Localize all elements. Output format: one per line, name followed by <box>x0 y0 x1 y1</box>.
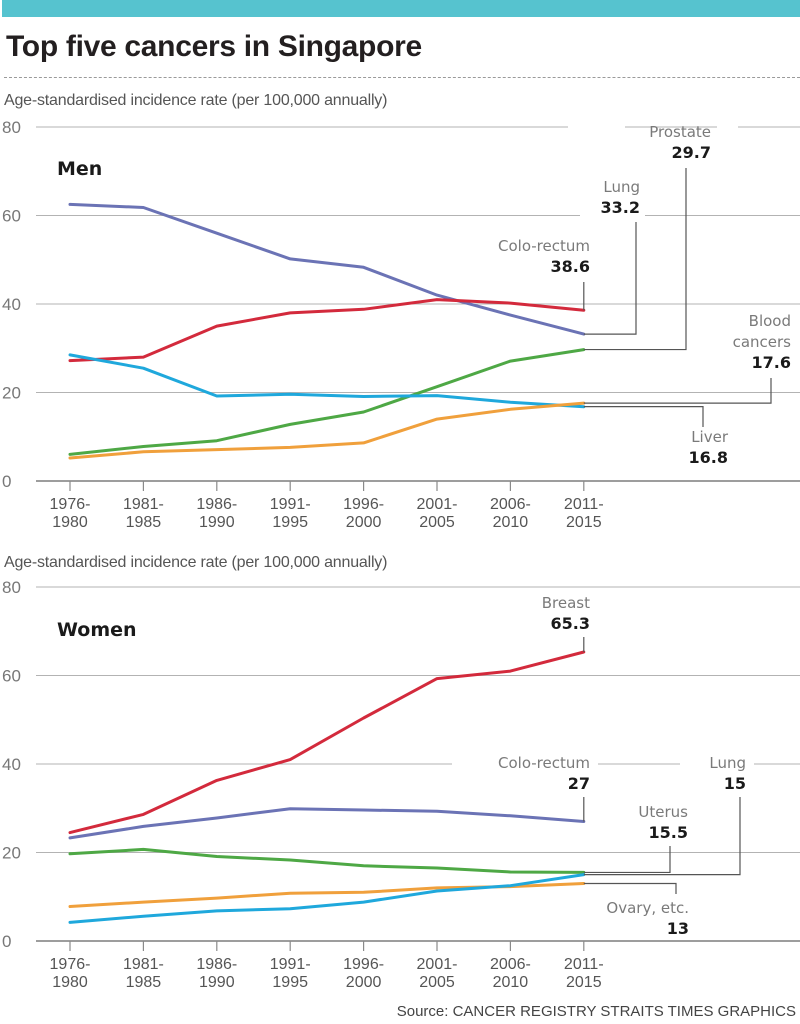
source-credit: Source: CANCER REGISTRY STRAITS TIMES GR… <box>396 1003 796 1020</box>
men-x-tick-label: 1981-1985 <box>123 496 164 531</box>
women-y-tick-label: 40 <box>2 755 21 774</box>
men-x-tick-label: 1986-1990 <box>196 496 237 531</box>
men-y-tick-label: 0 <box>2 472 11 491</box>
women-x-tick-label: 2006-2010 <box>490 956 531 991</box>
men-x-tick-label: 1996-2000 <box>343 496 384 531</box>
women-x-tick-label: 1986-1990 <box>196 956 237 991</box>
men-leader-line <box>583 406 704 427</box>
men-x-tick-label: 1991-1995 <box>270 496 311 531</box>
women-annotation-name: Breast <box>542 594 590 612</box>
men-annotation-name: Prostate <box>649 123 711 141</box>
women-series-breast <box>68 650 586 835</box>
women-x-tick-label: 1981-1985 <box>123 956 164 991</box>
women-x-tick-label: 2001-2005 <box>417 956 458 991</box>
women-leader-line <box>583 797 741 876</box>
men-x-tick-label: 2001-2005 <box>417 496 458 531</box>
women-series-colo-rectum <box>68 807 586 840</box>
men-series-blood-cancers <box>68 401 586 460</box>
men-x-tick-label: 1976-1980 <box>50 496 91 531</box>
women-chart: 0 20 40 60 80 1976-1980 1981-1985 1986-1990 1991… <box>2 578 800 991</box>
men-annotation-name: Liver <box>691 428 729 446</box>
men-series-prostate <box>68 348 586 456</box>
men-chart: 0 20 40 60 80 1976-1980 1981-1985 1986-1990 1991… <box>2 118 800 531</box>
women-leader-line <box>583 846 671 874</box>
women-y-tick-label: 0 <box>2 932 11 951</box>
women-annotation-name: Uterus <box>638 803 688 821</box>
men-y-tick-label: 20 <box>2 384 21 403</box>
women-y-tick-label: 80 <box>2 578 21 597</box>
women-series-uterus <box>68 847 586 874</box>
women-y-tick-label: 20 <box>2 844 21 863</box>
women-annotation-value: 65.3 <box>551 614 590 633</box>
men-series-lung <box>68 202 586 336</box>
men-series-colo-rectum <box>68 298 586 363</box>
men-x-tick-label: 2011-2015 <box>564 496 604 531</box>
women-annotation-value: 15.5 <box>649 823 688 842</box>
men-y-tick-label: 40 <box>2 295 21 314</box>
men-y-axis-label: Age-standardised incidence rate (per 100… <box>4 92 388 109</box>
women-y-axis-label: Age-standardised incidence rate (per 100… <box>4 554 388 571</box>
women-panel-label: Women <box>57 619 137 641</box>
women-annotation-name: Colo-rectum <box>498 754 590 772</box>
title-divider <box>4 77 800 78</box>
women-leader-line <box>583 882 677 894</box>
men-annotation-value: 16.8 <box>689 448 728 467</box>
men-leader-line <box>583 168 687 351</box>
women-y-tick-label: 60 <box>2 667 21 686</box>
women-annotation-name: Lung <box>709 754 746 772</box>
women-x-tick-label: 1996-2000 <box>343 956 384 991</box>
men-series-liver <box>68 353 586 409</box>
men-panel-label: Men <box>57 158 103 180</box>
men-annotation-name: Colo-rectum <box>498 237 590 255</box>
women-annotation-value: 27 <box>568 774 590 793</box>
men-annotation-name: Blood cancers <box>733 312 792 351</box>
women-annotation-name: Ovary, etc. <box>606 899 689 917</box>
women-annotation-value: 13 <box>667 919 689 938</box>
women-annotation-value: 15 <box>724 774 746 793</box>
men-y-tick-label: 80 <box>2 118 21 137</box>
men-x-tick-label: 2006-2010 <box>490 496 531 531</box>
men-leader-line <box>583 378 772 404</box>
men-annotation-name: Lung <box>603 178 640 196</box>
header-accent-bar <box>2 0 800 17</box>
men-annotation-value: 38.6 <box>551 257 590 276</box>
men-annotation-value: 29.7 <box>672 143 711 162</box>
men-annotation-value: 17.6 <box>752 353 791 372</box>
women-series-lung <box>68 873 586 924</box>
women-x-tick-label: 2011-2015 <box>564 956 604 991</box>
men-y-tick-label: 60 <box>2 207 21 226</box>
men-annotation-value: 33.2 <box>601 198 640 217</box>
women-x-tick-label: 1976-1980 <box>50 956 91 991</box>
women-x-tick-label: 1991-1995 <box>270 956 311 991</box>
men-leader-line <box>583 222 637 335</box>
page-title: Top five cancers in Singapore <box>6 30 422 63</box>
